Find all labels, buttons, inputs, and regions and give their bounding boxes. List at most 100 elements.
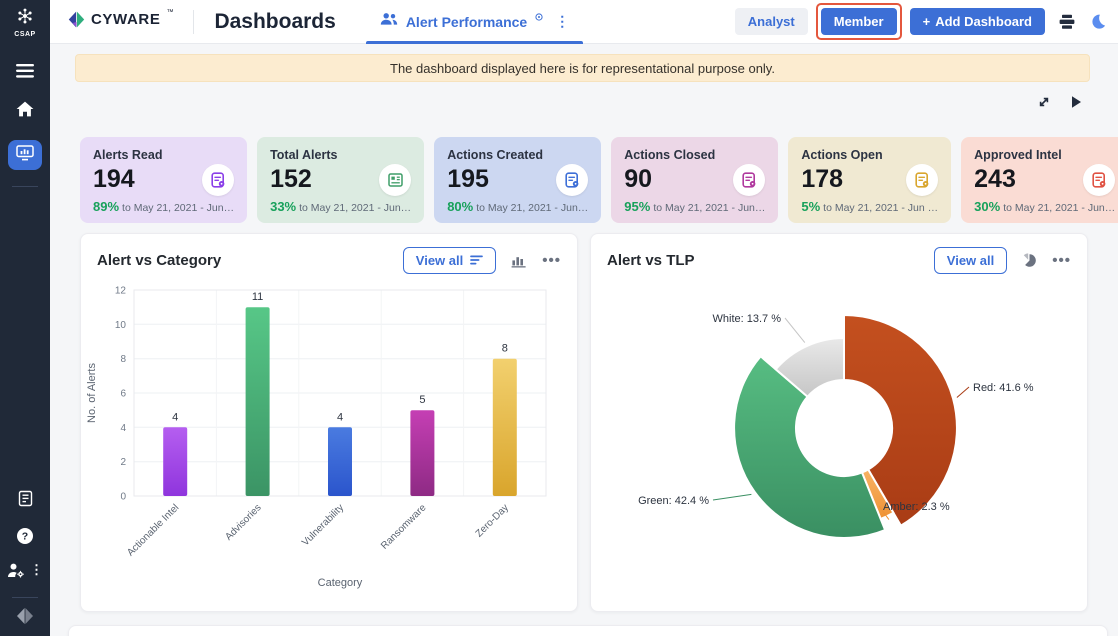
member-button[interactable]: Member	[820, 8, 897, 35]
svg-text:?: ?	[22, 531, 28, 543]
alert-vs-category-card: Alert vs Category View all ••• 0 2 4 6 8 10 12…	[80, 233, 578, 612]
svg-text:Category: Category	[318, 577, 363, 589]
page-title: Dashboards	[214, 9, 336, 33]
svg-text:2: 2	[120, 457, 126, 468]
home-icon[interactable]	[0, 101, 50, 117]
stat-label: Total Alerts	[270, 148, 338, 162]
stat-value: 90	[624, 165, 653, 193]
stat-percent: 89%	[93, 199, 120, 214]
print-icon[interactable]	[1058, 14, 1076, 30]
stat-card-actions-closed[interactable]: Actions Closed 90 95% to May 21, 2021 - J…	[611, 137, 779, 223]
alert-vs-category-chart[interactable]: 0 2 4 6 8 10 12 4 Actionable Intel 11 Advisories 4 V…	[81, 280, 559, 602]
stat-card-actions-created[interactable]: Actions Created 195 80% to May 21, 2021 -…	[434, 137, 602, 223]
svg-text:4: 4	[337, 411, 343, 423]
svg-text:6: 6	[120, 389, 126, 400]
svg-text:8: 8	[502, 343, 508, 355]
stat-value: 194	[93, 165, 135, 193]
tab-menu-icon[interactable]: ⋮	[555, 13, 570, 29]
stat-percent: 30%	[974, 199, 1001, 214]
stat-label: Approved Intel	[974, 148, 1062, 162]
docs-icon[interactable]	[0, 490, 50, 507]
view-all-button[interactable]: View all	[402, 247, 497, 274]
brand-trademark: ™	[166, 8, 174, 16]
ellipsis-icon[interactable]: •••	[1052, 252, 1071, 269]
svg-text:Advisories: Advisories	[223, 502, 263, 542]
sidebar-divider-bottom	[12, 597, 38, 598]
tab-alert-performance[interactable]: Alert Performance ⋮	[365, 0, 584, 44]
stat-card-total-alerts[interactable]: Total Alerts 152 33% to May 21, 2021 - Ju…	[257, 137, 425, 223]
group-icon	[380, 12, 398, 31]
svg-text:Green: 42.4 %: Green: 42.4 %	[638, 495, 709, 507]
svg-text:10: 10	[115, 320, 127, 331]
doc-eye-icon	[906, 163, 939, 196]
menu-icon[interactable]	[0, 64, 50, 78]
ellipsis-icon[interactable]: •••	[542, 252, 561, 269]
csap-flake-icon	[16, 7, 34, 30]
svg-text:White: 13.7 %: White: 13.7 %	[713, 313, 782, 325]
pie-chart-icon[interactable]	[1022, 253, 1037, 268]
stat-label: Actions Created	[447, 148, 544, 162]
svg-text:Zero-Day: Zero-Day	[474, 502, 511, 539]
topbar: CYWARE ™ Dashboards Alert Performance ⋮ …	[50, 0, 1118, 44]
svg-text:4: 4	[172, 411, 178, 423]
expand-icon[interactable]	[1036, 94, 1052, 110]
stat-label: Alerts Read	[93, 148, 163, 162]
stat-card-approved-intel[interactable]: Approved Intel 243 30% to May 21, 2021 - …	[961, 137, 1118, 223]
csap-logo[interactable]: CSAP	[0, 0, 50, 44]
stat-percent: 80%	[447, 199, 474, 214]
svg-text:Ransomware: Ransomware	[379, 502, 429, 552]
stat-card-alerts-read[interactable]: Alerts Read 194 89% to May 21, 2021 - Jun…	[80, 137, 248, 223]
analyst-button[interactable]: Analyst	[734, 8, 808, 35]
user-settings-icon[interactable]: ⋮	[0, 562, 50, 579]
stat-percent: 95%	[624, 199, 651, 214]
cyware-diamond-icon	[68, 11, 85, 33]
doc-eye-icon	[202, 163, 235, 196]
svg-text:12: 12	[115, 286, 127, 297]
plus-icon: +	[922, 14, 931, 29]
stat-trend: 33% to May 21, 2021 - Jun…	[270, 199, 412, 214]
user-menu-dots-icon[interactable]: ⋮	[30, 562, 43, 577]
play-icon[interactable]	[1070, 95, 1082, 109]
stat-value: 152	[270, 165, 312, 193]
stat-trend: 89% to May 21, 2021 - Jun…	[93, 199, 235, 214]
sidebar-item-dashboards[interactable]	[8, 140, 42, 170]
doc-eye-icon	[733, 163, 766, 196]
stat-value: 178	[801, 165, 844, 193]
svg-text:No. of Alerts: No. of Alerts	[86, 363, 98, 423]
view-all-button[interactable]: View all	[933, 247, 1008, 274]
svg-text:5: 5	[419, 394, 425, 406]
svg-text:Actionable Intel: Actionable Intel	[125, 502, 181, 558]
svg-text:Amber: 2.3 %: Amber: 2.3 %	[883, 501, 950, 513]
moon-icon[interactable]	[1089, 13, 1106, 30]
stat-card-actions-open[interactable]: Actions Open 178 5% to May 21, 2021 - Jun…	[788, 137, 952, 223]
alert-vs-tlp-card: Alert vs TLP View all ••• Red: 41.6 % Amb…	[590, 233, 1088, 612]
cyware-gray-logo	[0, 607, 50, 625]
notice-banner: The dashboard displayed here is for repr…	[75, 54, 1090, 82]
tab-badge-icon	[535, 8, 543, 26]
csap-label: CSAP	[14, 30, 36, 38]
next-widget-card	[68, 625, 1108, 636]
svg-text:8: 8	[120, 354, 126, 365]
stat-value: 195	[447, 165, 489, 193]
doc-eye-icon	[556, 163, 589, 196]
add-dashboard-button[interactable]: + Add Dashboard	[909, 8, 1045, 35]
card-title: Alert vs Category	[97, 252, 222, 269]
help-icon[interactable]: ?	[0, 527, 50, 545]
alert-vs-tlp-chart[interactable]: Red: 41.6 % Amber: 2.3 % Green: 42.4 % Whit…	[591, 280, 1069, 585]
tab-active-underline	[365, 40, 584, 44]
dashboard-monitor-icon	[16, 144, 34, 166]
stat-value: 243	[974, 165, 1016, 193]
cyware-brand: CYWARE ™	[68, 8, 174, 33]
stat-label: Actions Open	[801, 148, 883, 162]
stat-trend: 5% to May 21, 2021 - Jun …	[801, 199, 939, 214]
bar-chart-icon[interactable]	[511, 254, 527, 268]
tab-label: Alert Performance	[405, 13, 528, 30]
stat-trend: 80% to May 21, 2021 - Jun…	[447, 199, 589, 214]
brand-name: CYWARE	[91, 10, 161, 28]
stat-trend: 95% to May 21, 2021 - Jun…	[624, 199, 766, 214]
stats-row: Alerts Read 194 89% to May 21, 2021 - Jun…	[80, 137, 1118, 223]
doc-eye-icon	[1083, 163, 1116, 196]
sidebar-divider	[12, 186, 38, 187]
filter-icon	[470, 253, 484, 268]
stat-label: Actions Closed	[624, 148, 716, 162]
